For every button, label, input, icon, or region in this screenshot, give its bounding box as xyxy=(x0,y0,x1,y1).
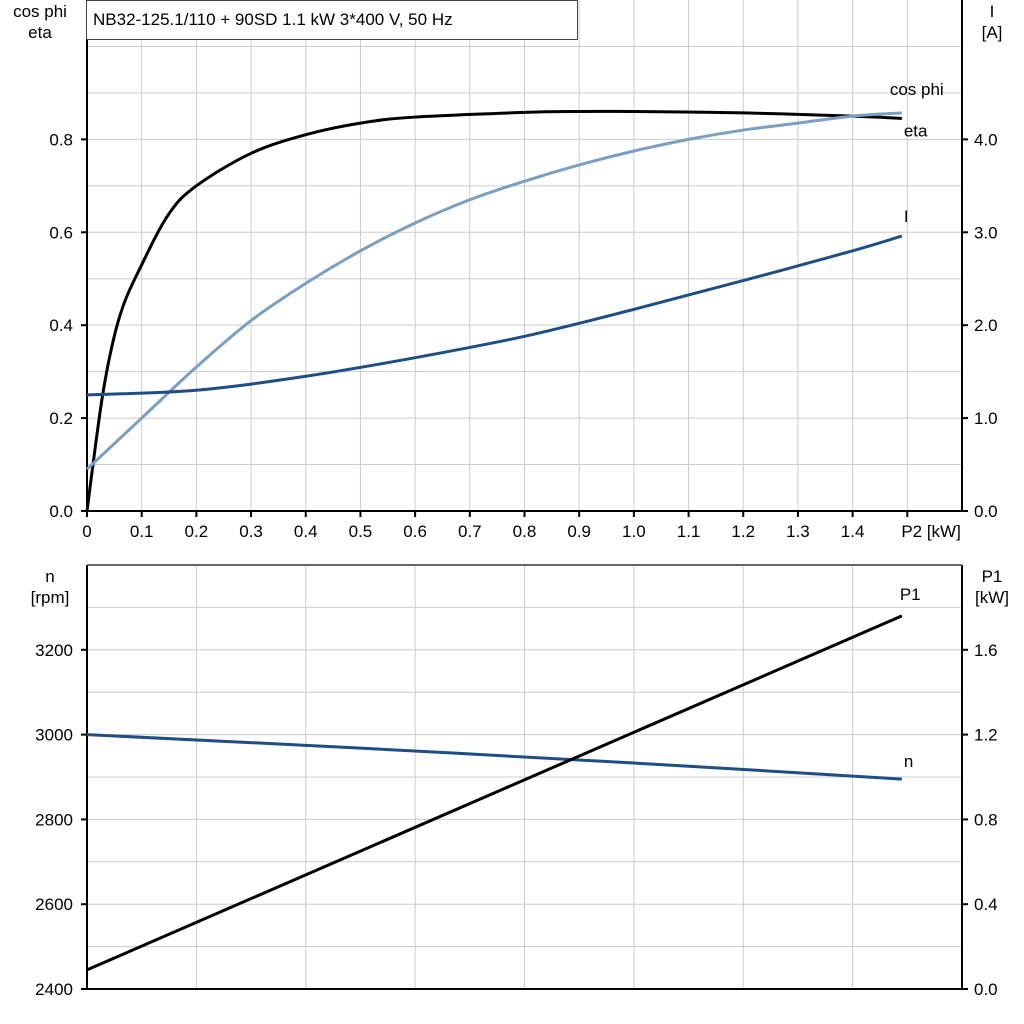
x-tick-label: 0.6 xyxy=(403,522,427,541)
chart-title: NB32-125.1/110 + 90SD 1.1 kW 3*400 V, 50… xyxy=(93,10,453,29)
bottom-grid xyxy=(87,565,962,989)
x-tick-label: 0.7 xyxy=(458,522,482,541)
y-right-tick-label: 2.0 xyxy=(974,316,998,335)
x-tick-label: 0.1 xyxy=(130,522,154,541)
y-left-axis-label: [rpm] xyxy=(31,588,70,607)
x-tick-label: 0.9 xyxy=(567,522,591,541)
series-line-cos-phi xyxy=(85,111,902,471)
x-tick-label: 0 xyxy=(82,522,91,541)
y-left-tick-label: 0.6 xyxy=(49,223,73,242)
y-right-tick-label: 0.0 xyxy=(974,980,998,999)
series-label-n: n xyxy=(904,752,913,771)
series-lines xyxy=(85,109,903,972)
y-left-tick-label: 3200 xyxy=(35,641,73,660)
y-left-tick-label: 2800 xyxy=(35,810,73,829)
series-line-P1 xyxy=(86,614,903,972)
axes xyxy=(81,0,968,990)
x-tick-label: 1.3 xyxy=(786,522,810,541)
series-label-eta: eta xyxy=(904,121,928,140)
x-tick-label: 1.0 xyxy=(622,522,646,541)
y-right-tick-label: 1.6 xyxy=(974,641,998,660)
y-right-axis-label: P1 xyxy=(982,567,1003,586)
x-tick-label: 1.2 xyxy=(731,522,755,541)
y-left-tick-label: 0.4 xyxy=(49,316,73,335)
x-tick-label: 0.8 xyxy=(513,522,537,541)
series-line-eta xyxy=(85,109,902,512)
x-tick-label: 0.3 xyxy=(239,522,263,541)
y-right-tick-label: 1.2 xyxy=(974,726,998,745)
top-grid xyxy=(87,0,962,511)
y-right-axis-label: [kW] xyxy=(975,588,1009,607)
y-left-axis-label: cos phi xyxy=(13,2,67,21)
x-tick-label: 0.2 xyxy=(185,522,209,541)
series-label-I: I xyxy=(904,207,909,226)
y-right-tick-label: 0.4 xyxy=(974,895,998,914)
labels: 0.0 0.2 0.4 0.6 0.8 0.0 1.0 2.0 3.0 4.0 cos phi eta… xyxy=(13,2,1009,999)
y-right-axis-label: [A] xyxy=(982,23,1003,42)
y-right-tick-label: 4.0 xyxy=(974,130,998,149)
y-left-tick-label: 0.8 xyxy=(49,130,73,149)
y-left-tick-label: 3000 xyxy=(35,726,73,745)
series-line-n xyxy=(86,733,902,781)
y-right-tick-label: 1.0 xyxy=(974,409,998,428)
y-right-tick-label: 0.0 xyxy=(974,502,998,521)
series-label-P1: P1 xyxy=(900,585,921,604)
y-left-axis-label: n xyxy=(45,567,54,586)
y-left-tick-label: 0.0 xyxy=(49,502,73,521)
y-right-axis-label: I xyxy=(990,2,995,21)
x-tick-label: 0.4 xyxy=(294,522,318,541)
series-line-I xyxy=(86,234,903,397)
x-tick-label: 1.4 xyxy=(841,522,865,541)
x-tick-label: 0.5 xyxy=(349,522,373,541)
y-left-tick-label: 2600 xyxy=(35,895,73,914)
title-box xyxy=(86,0,578,40)
series-label-cos-phi: cos phi xyxy=(890,80,944,99)
x-axis-label: P2 [kW] xyxy=(901,522,961,541)
x-tick-label: 1.1 xyxy=(677,522,701,541)
y-right-tick-label: 3.0 xyxy=(974,223,998,242)
y-left-tick-label: 2400 xyxy=(35,980,73,999)
y-left-tick-label: 0.2 xyxy=(49,409,73,428)
y-left-axis-label: eta xyxy=(28,23,52,42)
y-right-tick-label: 0.8 xyxy=(974,810,998,829)
